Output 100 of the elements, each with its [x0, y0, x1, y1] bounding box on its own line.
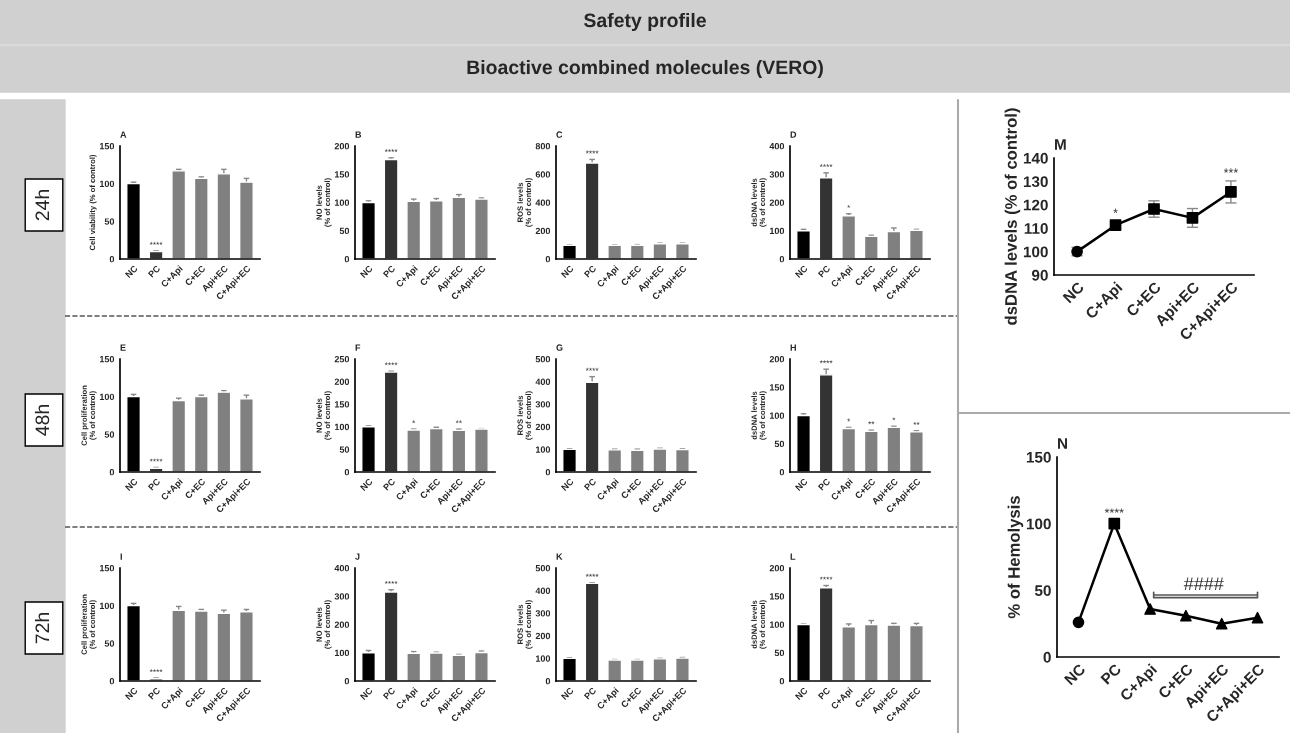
chart-title: I [120, 553, 122, 560]
annotation: * [1113, 208, 1118, 213]
y-tick-label: 150 [99, 564, 115, 572]
y-tick-label: 600 [535, 171, 551, 178]
x-tick-label: PC [382, 686, 396, 700]
chart-title: A [120, 131, 127, 138]
y-tick-label: 100 [99, 393, 115, 401]
x-tick-label: PC [817, 686, 831, 700]
x-tick-label: NC [124, 477, 139, 492]
y-tick-label: 150 [769, 384, 785, 391]
chart-title: C [556, 131, 563, 138]
y-tick-label: 50 [339, 446, 350, 453]
y-tick-label: 100 [769, 621, 785, 628]
y-tick-label: 300 [535, 401, 551, 408]
x-tick-label: PC [583, 686, 597, 700]
y-tick-label: 200 [769, 564, 785, 572]
text: 48h [34, 405, 50, 436]
chart-title: E [120, 344, 126, 351]
y-tick-label: 400 [535, 199, 551, 206]
y-tick-label: 0 [344, 255, 350, 263]
annotation: ** [868, 421, 875, 425]
x-tick-label: PC [1100, 663, 1122, 685]
y-tick-label: 200 [334, 621, 350, 628]
text: 24h [34, 190, 50, 221]
annotation: **** [149, 241, 163, 245]
annotation: * [412, 420, 416, 424]
x-tick-label: NC [124, 264, 139, 279]
annotation: **** [149, 458, 163, 462]
x-tick-label: PC [382, 477, 396, 491]
y-tick-label: 400 [535, 587, 551, 594]
x-tick-label: PC [583, 264, 597, 278]
text: Bioactive combined molecules (VERO) [467, 59, 823, 79]
x-tick-label: PC [583, 477, 597, 491]
annotation: **** [384, 362, 398, 366]
y-tick-label: 100 [1026, 518, 1051, 530]
y-axis-title: dsDNA levels (% of control) [1004, 108, 1021, 325]
y-tick-label: 150 [99, 355, 115, 363]
y-tick-label: 250 [334, 355, 350, 363]
annotation: ** [913, 421, 920, 425]
y-axis-title: % of Hemolysis [1007, 496, 1024, 619]
x-tick-label: NC [794, 264, 809, 279]
annotation: ** [455, 420, 462, 424]
x-tick-label: NC [560, 477, 575, 492]
chart-title: F [355, 344, 361, 351]
chart-title: J [355, 553, 360, 560]
y-tick-label: 50 [339, 227, 350, 235]
y-tick-label: 300 [334, 593, 350, 600]
y-tick-label: 100 [1023, 246, 1048, 258]
x-tick-label: PC [817, 264, 831, 278]
y-tick-label: 500 [535, 355, 551, 363]
annotation: * [847, 204, 851, 208]
chart-title: G [556, 344, 563, 351]
y-tick-label: 150 [334, 171, 350, 178]
y-tick-label: 300 [535, 610, 551, 617]
y-tick-label: 100 [99, 602, 115, 610]
x-tick-label: PC [147, 686, 161, 700]
y-tick-label: 0 [344, 677, 350, 685]
annotation: **** [819, 360, 833, 364]
chart-title: B [355, 131, 362, 138]
y-tick-label: 150 [1026, 451, 1051, 463]
y-tick-label: 100 [334, 649, 350, 657]
text: 72h [34, 613, 50, 644]
x-tick-label: NC [359, 264, 374, 279]
x-tick-label: PC [382, 264, 396, 278]
y-tick-label: 0 [779, 468, 785, 476]
y-tick-label: 500 [535, 564, 551, 572]
x-tick-label: NC [1063, 663, 1087, 686]
annotation: **** [384, 149, 398, 152]
y-tick-label: 100 [769, 412, 785, 419]
x-tick-label: PC [147, 477, 161, 491]
annotation: * [847, 418, 851, 422]
x-tick-label: NC [359, 477, 374, 492]
y-tick-label: 150 [334, 401, 350, 408]
y-tick-label: 90 [1031, 269, 1048, 281]
y-tick-label: 120 [1023, 199, 1048, 211]
annotation: **** [585, 573, 599, 577]
chart-title: K [556, 553, 563, 560]
y-tick-label: 400 [535, 378, 551, 385]
y-tick-label: 400 [769, 142, 785, 150]
y-tick-label: 300 [769, 171, 785, 178]
y-tick-label: 150 [769, 593, 785, 600]
x-tick-label: NC [359, 686, 374, 701]
y-tick-label: 0 [779, 677, 785, 685]
annotation: *** [1223, 168, 1239, 173]
y-tick-label: 100 [334, 199, 350, 206]
y-tick-label: 0 [779, 255, 785, 263]
chart-title: D [790, 131, 797, 138]
y-tick-label: 0 [109, 468, 115, 476]
text: Safety profile [583, 12, 706, 32]
x-tick-label: PC [147, 264, 161, 278]
y-tick-label: 0 [545, 468, 551, 476]
y-tick-label: 200 [334, 378, 350, 385]
chart-title: M [1055, 139, 1066, 150]
y-tick-label: 150 [99, 142, 115, 150]
x-tick-label: NC [794, 477, 809, 492]
annotation: **** [585, 150, 599, 154]
y-tick-label: 200 [535, 227, 551, 235]
y-tick-label: 50 [104, 218, 115, 225]
x-tick-label: NC [1062, 281, 1085, 304]
y-tick-label: 0 [545, 255, 551, 263]
